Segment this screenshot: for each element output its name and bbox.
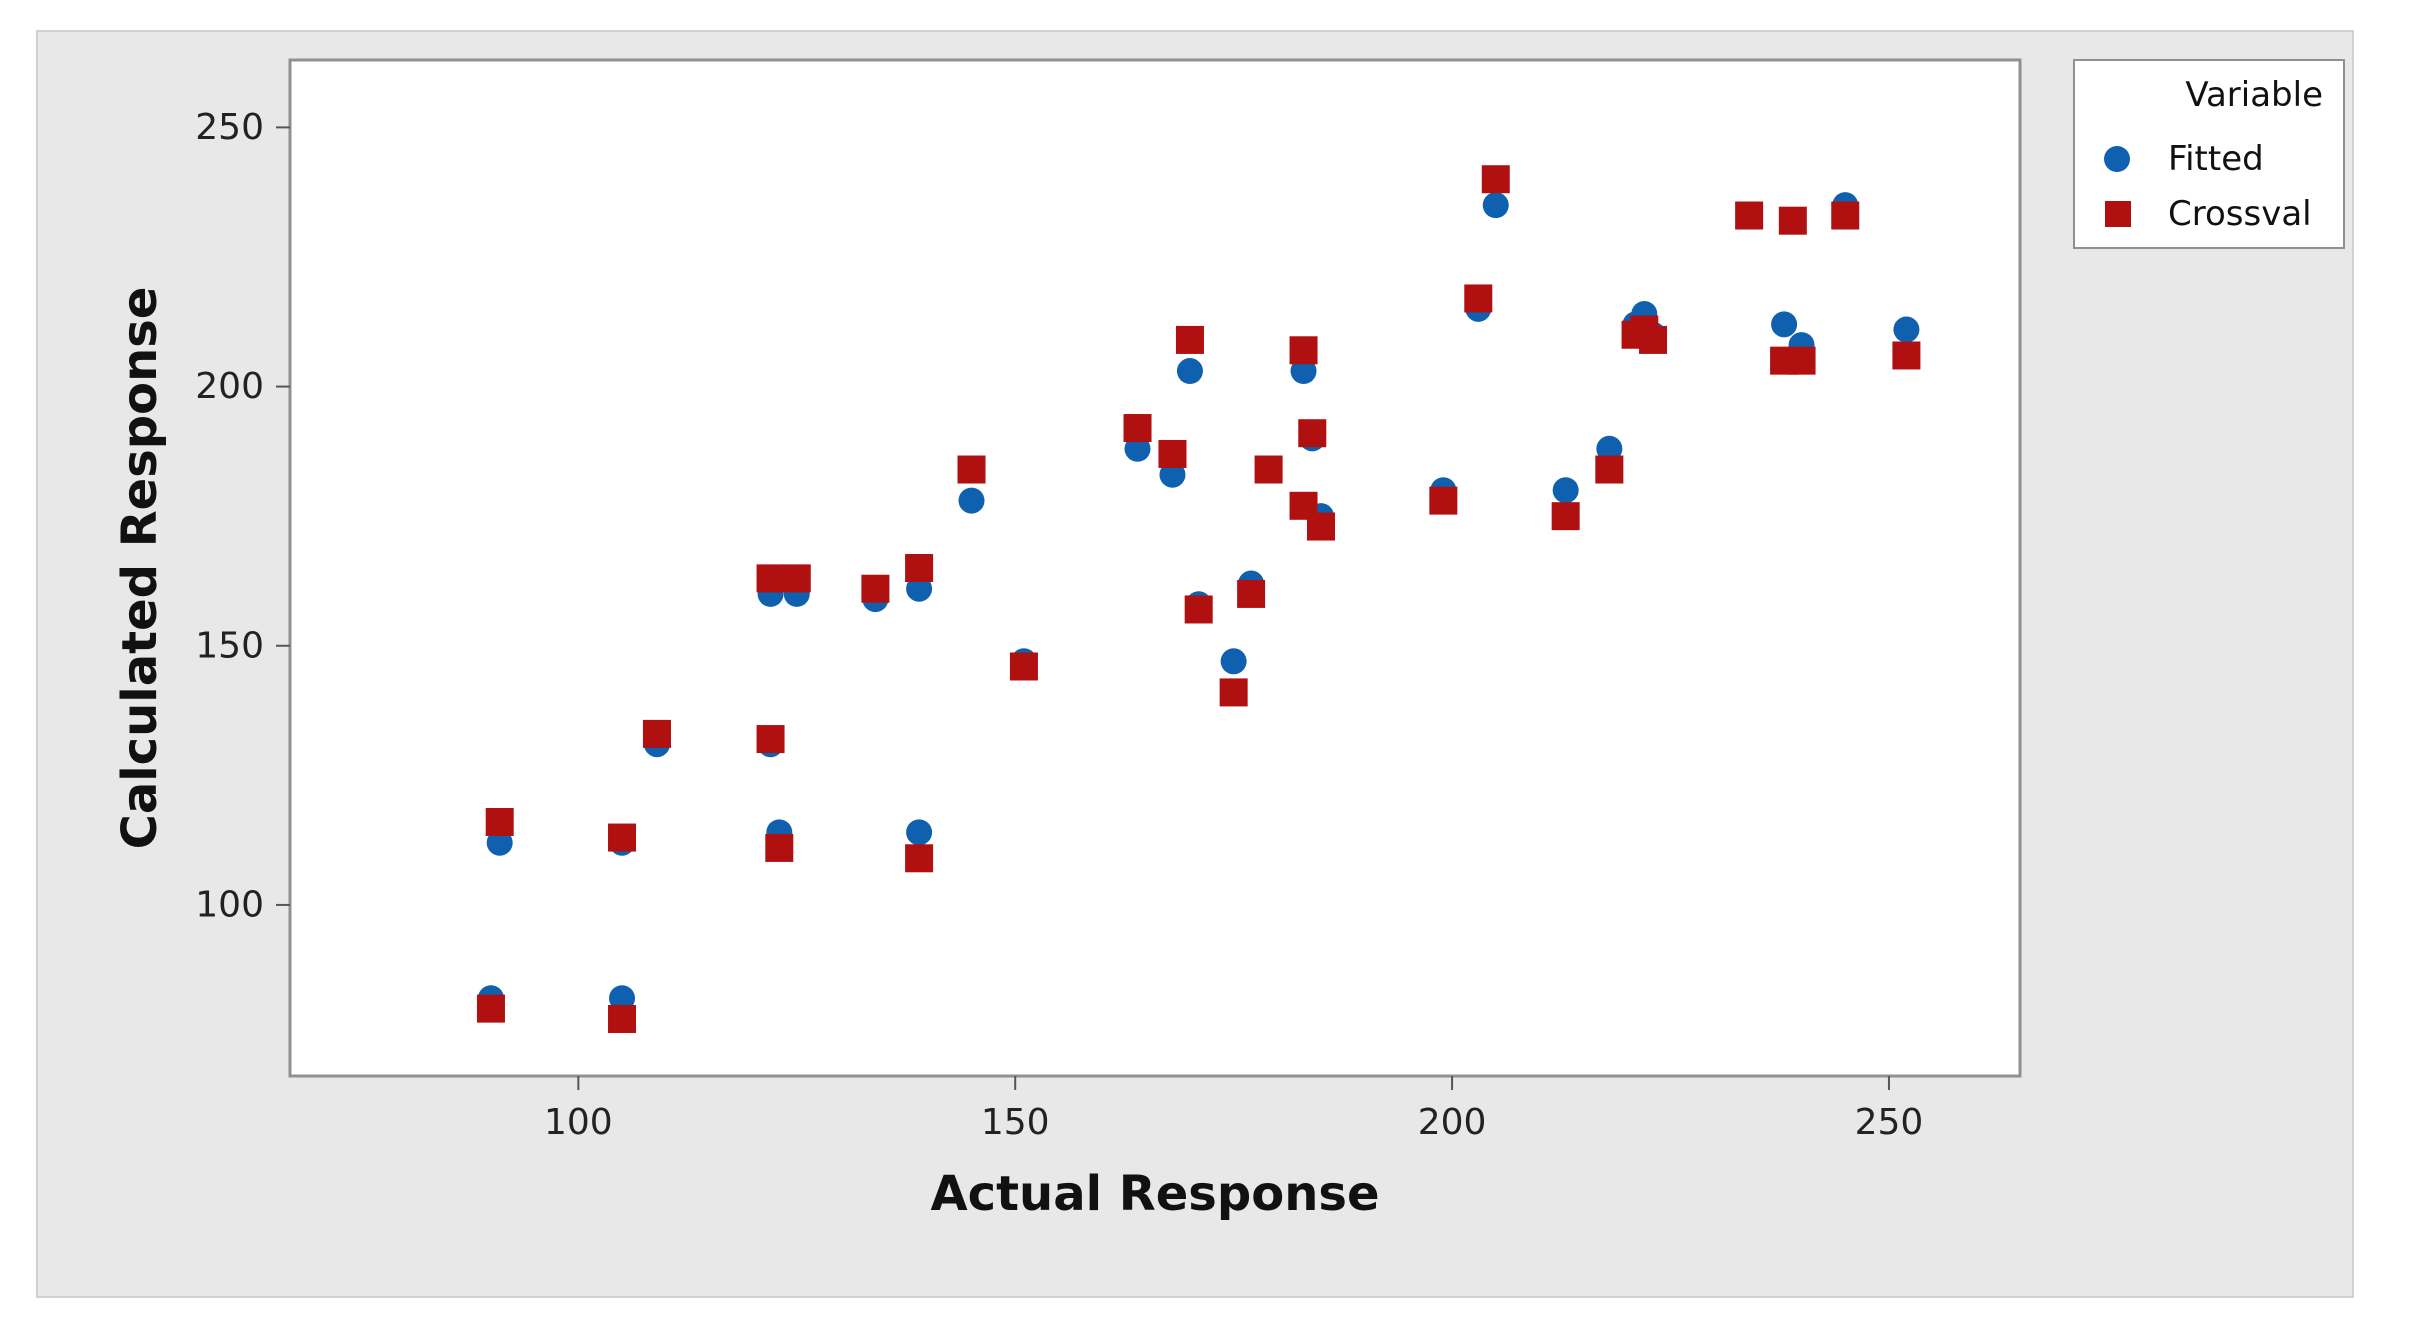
x-tick-label: 250 — [1855, 1102, 1924, 1143]
fitted-point — [609, 985, 636, 1012]
fitted-point — [1482, 192, 1509, 219]
plot-area — [288, 58, 2022, 1078]
fitted-point — [906, 575, 933, 602]
crossval-point — [1429, 486, 1458, 515]
crossval-point — [1735, 201, 1764, 230]
y-tick-label: 150 — [195, 625, 264, 666]
crossval-point — [905, 844, 934, 873]
fitted-point — [1596, 435, 1623, 462]
crossval-point — [608, 823, 637, 852]
y-tick-label: 200 — [195, 366, 264, 407]
crossval-point — [1481, 165, 1510, 194]
crossval-point — [642, 719, 671, 748]
legend-fitted-label: Fitted — [2168, 139, 2264, 179]
chart-background: 100 150 200 250 100 150 200 250 Actual Respons… — [36, 30, 2354, 1298]
crossval-point — [1254, 455, 1283, 484]
x-tick-label: 150 — [981, 1102, 1050, 1143]
data-points — [476, 165, 1921, 1033]
legend: Variable Fitted Crossval — [2073, 59, 2345, 249]
crossval-point — [485, 808, 514, 836]
fitted-point — [958, 487, 985, 514]
legend-crossval-label: Crossval — [2168, 194, 2312, 234]
crossval-point — [905, 554, 934, 582]
scatter-chart: 100 150 200 250 100 150 200 250 Actual Respons… — [112, 58, 2345, 1222]
crossval-point — [957, 455, 986, 484]
legend-fitted-marker — [2104, 146, 2130, 172]
crossval-point — [1639, 325, 1668, 354]
legend-title: Variable — [2185, 75, 2323, 115]
x-axis-title: Actual Response — [931, 1166, 1380, 1222]
crossval-point — [1184, 595, 1213, 624]
x-axis: 100 150 200 250 — [544, 1076, 1923, 1143]
crossval-point — [476, 994, 505, 1023]
y-axis-title: Calculated Response — [112, 287, 168, 850]
crossval-point — [1175, 325, 1204, 354]
fitted-point — [1290, 358, 1317, 385]
crossval-point — [861, 574, 890, 603]
crossval-point — [1787, 346, 1816, 375]
crossval-point — [1289, 336, 1318, 365]
crossval-point — [1831, 201, 1860, 230]
crossval-point — [1551, 502, 1580, 531]
crossval-point — [608, 1004, 637, 1033]
crossval-point — [1464, 284, 1493, 313]
crossval-point — [1219, 678, 1248, 707]
crossval-point — [782, 564, 811, 593]
crossval-point — [1307, 512, 1336, 541]
x-tick-label: 100 — [544, 1102, 613, 1143]
y-tick-label: 250 — [195, 107, 264, 148]
crossval-point — [756, 725, 785, 754]
fitted-point — [1124, 435, 1151, 462]
crossval-point — [756, 564, 785, 593]
fitted-point — [1176, 358, 1203, 385]
crossval-point — [1123, 414, 1152, 443]
crossval-point — [1237, 579, 1266, 608]
fitted-point — [1220, 648, 1247, 675]
crossval-point — [765, 833, 794, 862]
x-tick-label: 200 — [1418, 1102, 1487, 1143]
crossval-point — [1298, 419, 1327, 448]
fitted-point — [906, 819, 933, 846]
crossval-point — [1595, 455, 1624, 484]
crossval-point — [1009, 652, 1038, 681]
fitted-point — [486, 829, 513, 856]
crossval-point — [1778, 206, 1807, 235]
legend-crossval-marker — [2105, 201, 2131, 227]
y-tick-label: 100 — [195, 884, 264, 925]
crossval-point — [1892, 341, 1921, 370]
fitted-point — [1159, 461, 1186, 488]
fitted-point — [1893, 316, 1920, 343]
fitted-point — [1771, 311, 1798, 338]
crossval-point — [1158, 439, 1187, 468]
y-axis: 100 150 200 250 — [195, 107, 290, 925]
fitted-point — [1552, 477, 1579, 504]
